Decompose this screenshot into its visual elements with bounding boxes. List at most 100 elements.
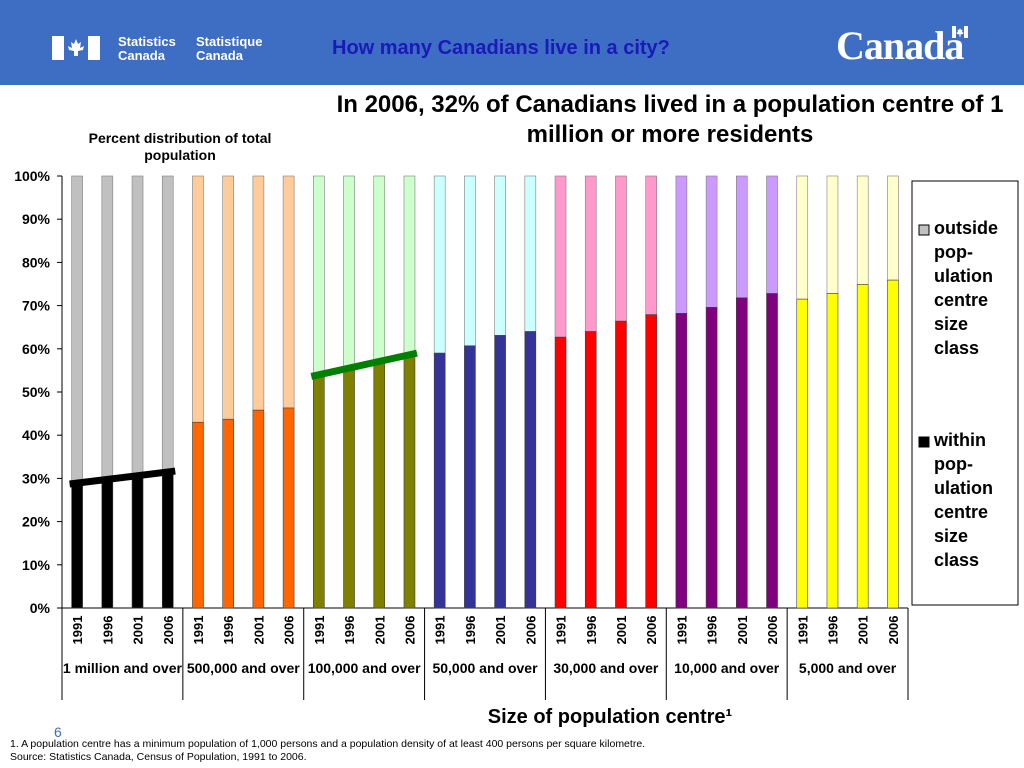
category-label: 30,000 and over: [553, 660, 658, 676]
x-tick-year-label: 2001: [614, 616, 629, 645]
bar-within: [705, 307, 718, 609]
bar-within: [192, 421, 204, 609]
legend-label: within pop-ulation centre size class: [934, 430, 993, 570]
x-tick-year-label: 2006: [644, 616, 659, 645]
x-tick-year-label: 2001: [251, 616, 266, 645]
bar-outside: [494, 175, 506, 336]
bar-outside: [645, 175, 657, 315]
bar-outside: [131, 175, 144, 475]
bar-within: [615, 320, 627, 609]
header-title: How many Canadians live in a city?: [332, 37, 670, 59]
y-tick-label: 20%: [22, 514, 51, 530]
category-label: 500,000 and over: [187, 660, 300, 676]
chart-title: In 2006, 32% of Canadians lived in a pop…: [336, 91, 1004, 148]
y-tick-label: 100%: [14, 168, 50, 184]
legend-label: outside pop-ulation centre size class: [934, 218, 998, 358]
bar-within: [766, 293, 778, 609]
x-tick-year-label: 1996: [221, 616, 236, 645]
header-bar: [0, 0, 1024, 85]
x-tick-year-label: 2001: [131, 616, 146, 645]
x-tick-year-label: 2006: [282, 616, 297, 645]
bar-outside: [736, 175, 748, 299]
x-tick-year-label: 1991: [674, 616, 689, 645]
bar-within: [584, 331, 597, 609]
bar-within: [403, 352, 416, 609]
bar-outside: [192, 175, 204, 423]
x-tick-year-label: 1996: [100, 616, 115, 645]
bar-within: [645, 314, 657, 609]
x-tick-year-label: 2006: [765, 616, 780, 645]
bar-outside: [887, 175, 899, 281]
x-tick-year-label: 2001: [735, 616, 750, 645]
category-label: 50,000 and over: [432, 660, 537, 676]
bar-outside: [282, 175, 295, 409]
y-tick-label: 80%: [22, 254, 51, 270]
y-tick-label: 10%: [22, 557, 51, 573]
x-tick-year-label: 1991: [795, 616, 810, 645]
bar-outside: [766, 175, 778, 294]
bar-within: [433, 352, 446, 609]
bar-outside: [101, 175, 114, 482]
bar-within: [675, 313, 688, 609]
bar-outside: [796, 175, 809, 300]
bar-outside: [524, 175, 537, 332]
y-tick-label: 40%: [22, 427, 51, 443]
bar-within: [554, 336, 567, 609]
x-tick-year-label: 1991: [191, 616, 206, 645]
bar-outside: [71, 175, 83, 485]
x-tick-year-label: 2006: [402, 616, 417, 645]
bar-outside: [615, 175, 627, 322]
x-tick-year-label: 1991: [312, 616, 327, 645]
bar-outside: [826, 175, 839, 294]
legend-swatch: [918, 224, 930, 236]
bar-outside: [584, 175, 597, 332]
bar-within: [856, 284, 869, 609]
bar-outside: [343, 175, 355, 371]
bar-within: [373, 359, 386, 609]
bar-within: [131, 474, 144, 609]
bar-within: [161, 470, 174, 609]
y-tick-label: 60%: [22, 341, 51, 357]
bar-within: [222, 418, 234, 609]
bar-outside: [433, 175, 446, 354]
footnote: 1. A population centre has a minimum pop…: [10, 738, 645, 764]
x-tick-year-label: 2006: [523, 616, 538, 645]
bar-outside: [403, 175, 416, 354]
bar-within: [313, 376, 325, 609]
footnote-definition: 1. A population centre has a minimum pop…: [10, 738, 646, 750]
bar-within: [494, 335, 506, 609]
bar-within: [826, 293, 839, 609]
canada-flag-icon: [52, 36, 100, 60]
header-divider: [0, 85, 1024, 88]
x-tick-year-label: 2001: [856, 616, 871, 645]
bar-within: [282, 407, 295, 609]
bar-within: [252, 409, 265, 609]
bar-within: [736, 297, 748, 609]
x-tick-year-label: 1996: [584, 616, 599, 645]
y-tick-label: 50%: [22, 384, 51, 400]
x-axis-title: Size of population centre¹: [487, 706, 733, 728]
footnote-source: Source: Statistics Canada, Census of Pop…: [10, 751, 307, 763]
slide-number: 6: [54, 724, 62, 740]
x-tick-year-label: 2006: [161, 616, 176, 645]
category-label: 100,000 and over: [308, 660, 421, 676]
bar-within: [464, 345, 476, 609]
category-label: 1 million and over: [63, 660, 182, 676]
bar-outside: [252, 175, 265, 411]
wordmark-flag-icon: [952, 26, 968, 38]
bar-within: [71, 483, 83, 609]
bar-outside: [554, 175, 567, 338]
bar-within: [796, 298, 809, 609]
agency-name-fr: Statistique Canada: [196, 34, 263, 63]
x-tick-year-label: 1991: [70, 616, 85, 645]
trend-line: [69, 467, 176, 488]
bar-outside: [705, 175, 718, 308]
bar-outside: [373, 175, 386, 361]
x-tick-year-label: 1996: [705, 616, 720, 645]
x-tick-year-label: 1996: [342, 616, 357, 645]
bar-within: [524, 331, 537, 609]
y-tick-label: 0%: [30, 600, 51, 616]
x-tick-year-label: 1996: [825, 616, 840, 645]
x-tick-year-label: 2001: [493, 616, 508, 645]
